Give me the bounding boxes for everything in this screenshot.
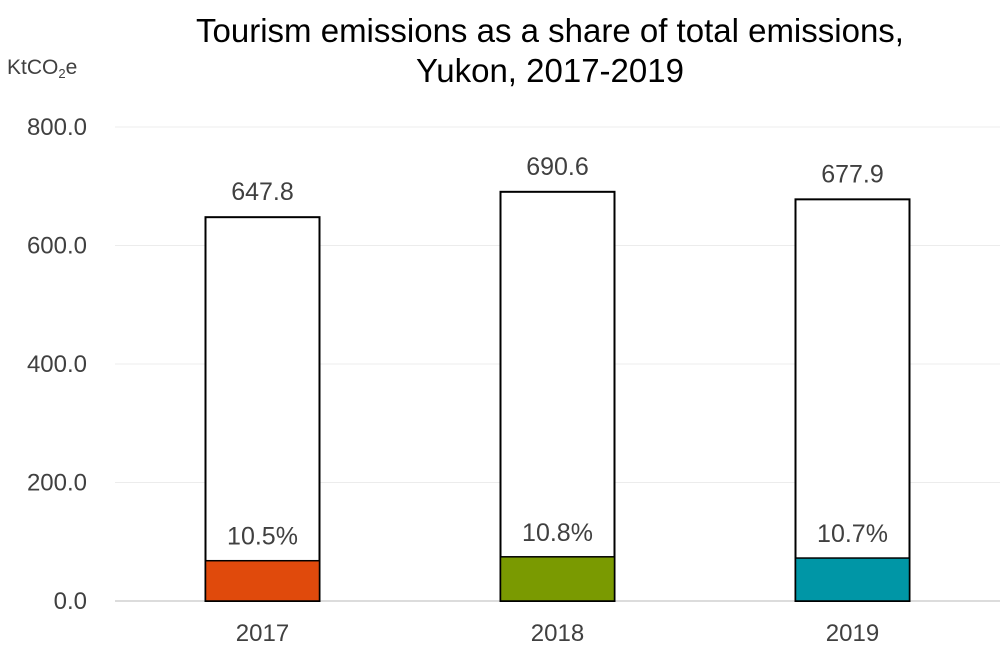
y-tick-label: 200.0 bbox=[27, 470, 87, 497]
unit-prefix: KtCO bbox=[7, 56, 59, 79]
y-tick-label: 0.0 bbox=[54, 588, 87, 615]
chart-title-line-2: Yukon, 2017-2019 bbox=[416, 52, 684, 89]
tourism-emissions-bar bbox=[204, 559, 321, 602]
y-tick-label: 600.0 bbox=[27, 233, 87, 260]
share-percent-label: 10.5% bbox=[227, 523, 298, 551]
y-tick-label: 400.0 bbox=[27, 351, 87, 378]
total-value-label: 647.8 bbox=[231, 178, 294, 206]
x-tick-label: 2017 bbox=[236, 620, 289, 647]
tourism-emissions-bar bbox=[499, 556, 616, 602]
tourism-emissions-bar bbox=[794, 557, 911, 602]
chart-title-line-1: Tourism emissions as a share of total em… bbox=[196, 12, 904, 49]
total-value-label: 690.6 bbox=[526, 153, 589, 181]
unit-subscript: 2 bbox=[58, 66, 66, 81]
share-percent-label: 10.8% bbox=[522, 519, 593, 547]
y-tick-label: 800.0 bbox=[27, 114, 87, 141]
total-value-label: 677.9 bbox=[821, 160, 884, 188]
unit-suffix: e bbox=[65, 56, 78, 79]
x-tick-label: 2018 bbox=[531, 620, 584, 647]
x-tick-label: 2019 bbox=[826, 620, 879, 647]
share-percent-label: 10.7% bbox=[817, 520, 888, 548]
y-axis-unit-label: KtCO2e bbox=[7, 56, 77, 81]
